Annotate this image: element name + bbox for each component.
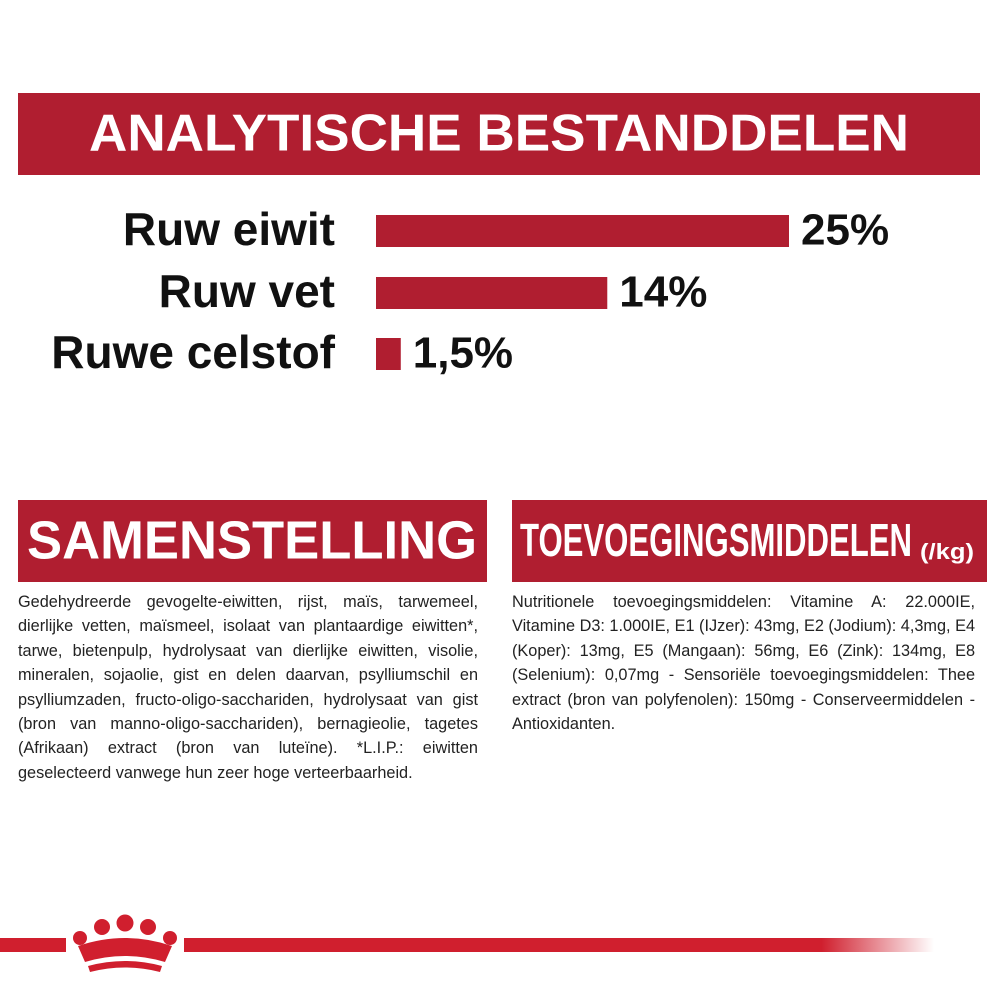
footer-line bbox=[0, 938, 66, 952]
section-banner bbox=[512, 500, 987, 582]
bar bbox=[376, 277, 608, 309]
title-banner bbox=[18, 93, 980, 175]
section-title: SAMENSTELLING bbox=[27, 510, 477, 570]
value-label: 1,5% bbox=[413, 329, 513, 378]
logo-crown bbox=[73, 914, 177, 972]
category-label: Ruw vet bbox=[159, 265, 335, 317]
section-unit: (/kg) bbox=[920, 539, 974, 564]
bar bbox=[376, 215, 789, 247]
footer-line bbox=[184, 938, 934, 952]
chart-title: ANALYTISCHE BESTANDDELEN bbox=[89, 105, 909, 163]
composition-text: Gedehydreerde gevogelte-eiwitten, rijst,… bbox=[18, 593, 478, 782]
section-banner bbox=[18, 500, 487, 582]
section-title: TOEVOEGINGSMIDDELEN bbox=[520, 514, 912, 566]
category-label: Ruwe celstof bbox=[51, 326, 335, 378]
category-label: Ruw eiwit bbox=[123, 203, 335, 255]
additives-text: Nutritionele toevoegingsmiddelen: Vitami… bbox=[512, 593, 976, 734]
value-label: 14% bbox=[619, 268, 707, 317]
value-label: 25% bbox=[801, 206, 889, 255]
bar bbox=[376, 338, 401, 370]
